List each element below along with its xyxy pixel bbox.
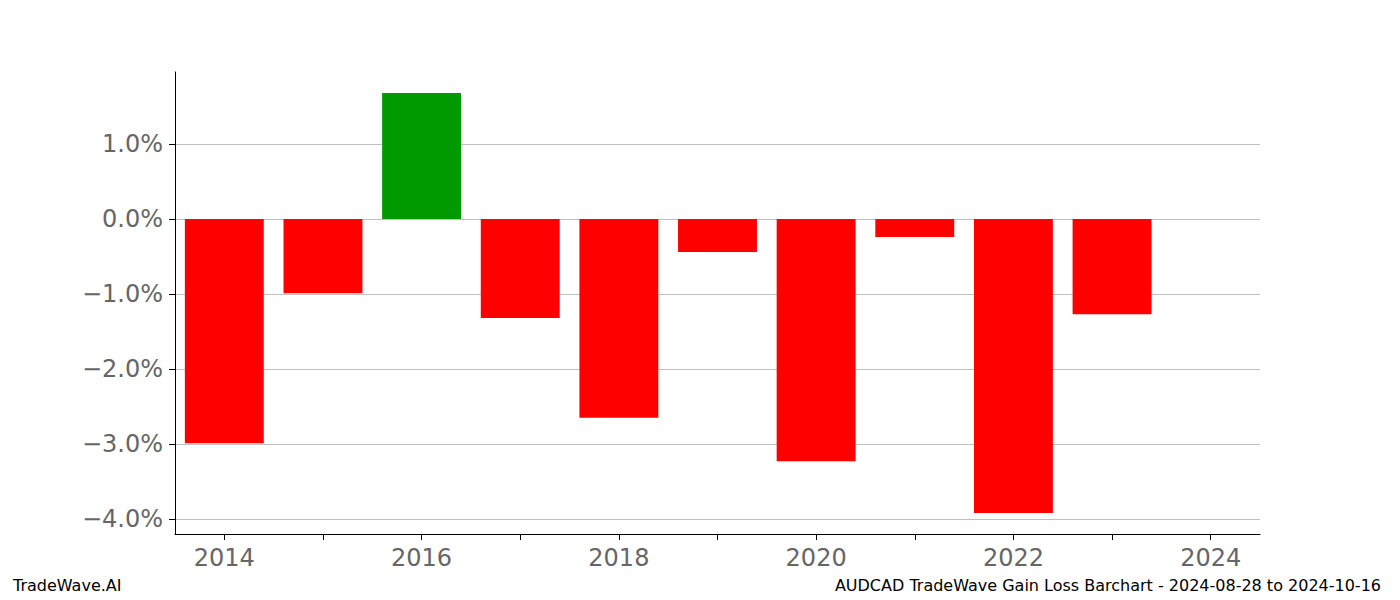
svg-text:1.0%: 1.0% bbox=[102, 130, 163, 158]
svg-text:2016: 2016 bbox=[391, 544, 452, 572]
svg-text:−1.0%: −1.0% bbox=[82, 280, 163, 308]
svg-text:2024: 2024 bbox=[1180, 544, 1241, 572]
svg-text:AUDCAD TradeWave Gain Loss Bar: AUDCAD TradeWave Gain Loss Barchart - 20… bbox=[835, 576, 1381, 595]
svg-text:−2.0%: −2.0% bbox=[82, 355, 163, 383]
svg-text:0.0%: 0.0% bbox=[102, 205, 163, 233]
svg-text:−3.0%: −3.0% bbox=[82, 430, 163, 458]
svg-text:2014: 2014 bbox=[194, 544, 255, 572]
svg-text:−4.0%: −4.0% bbox=[82, 505, 163, 533]
svg-text:TradeWave.AI: TradeWave.AI bbox=[12, 576, 121, 595]
svg-text:2018: 2018 bbox=[588, 544, 649, 572]
svg-text:2022: 2022 bbox=[983, 544, 1044, 572]
svg-text:2020: 2020 bbox=[786, 544, 847, 572]
